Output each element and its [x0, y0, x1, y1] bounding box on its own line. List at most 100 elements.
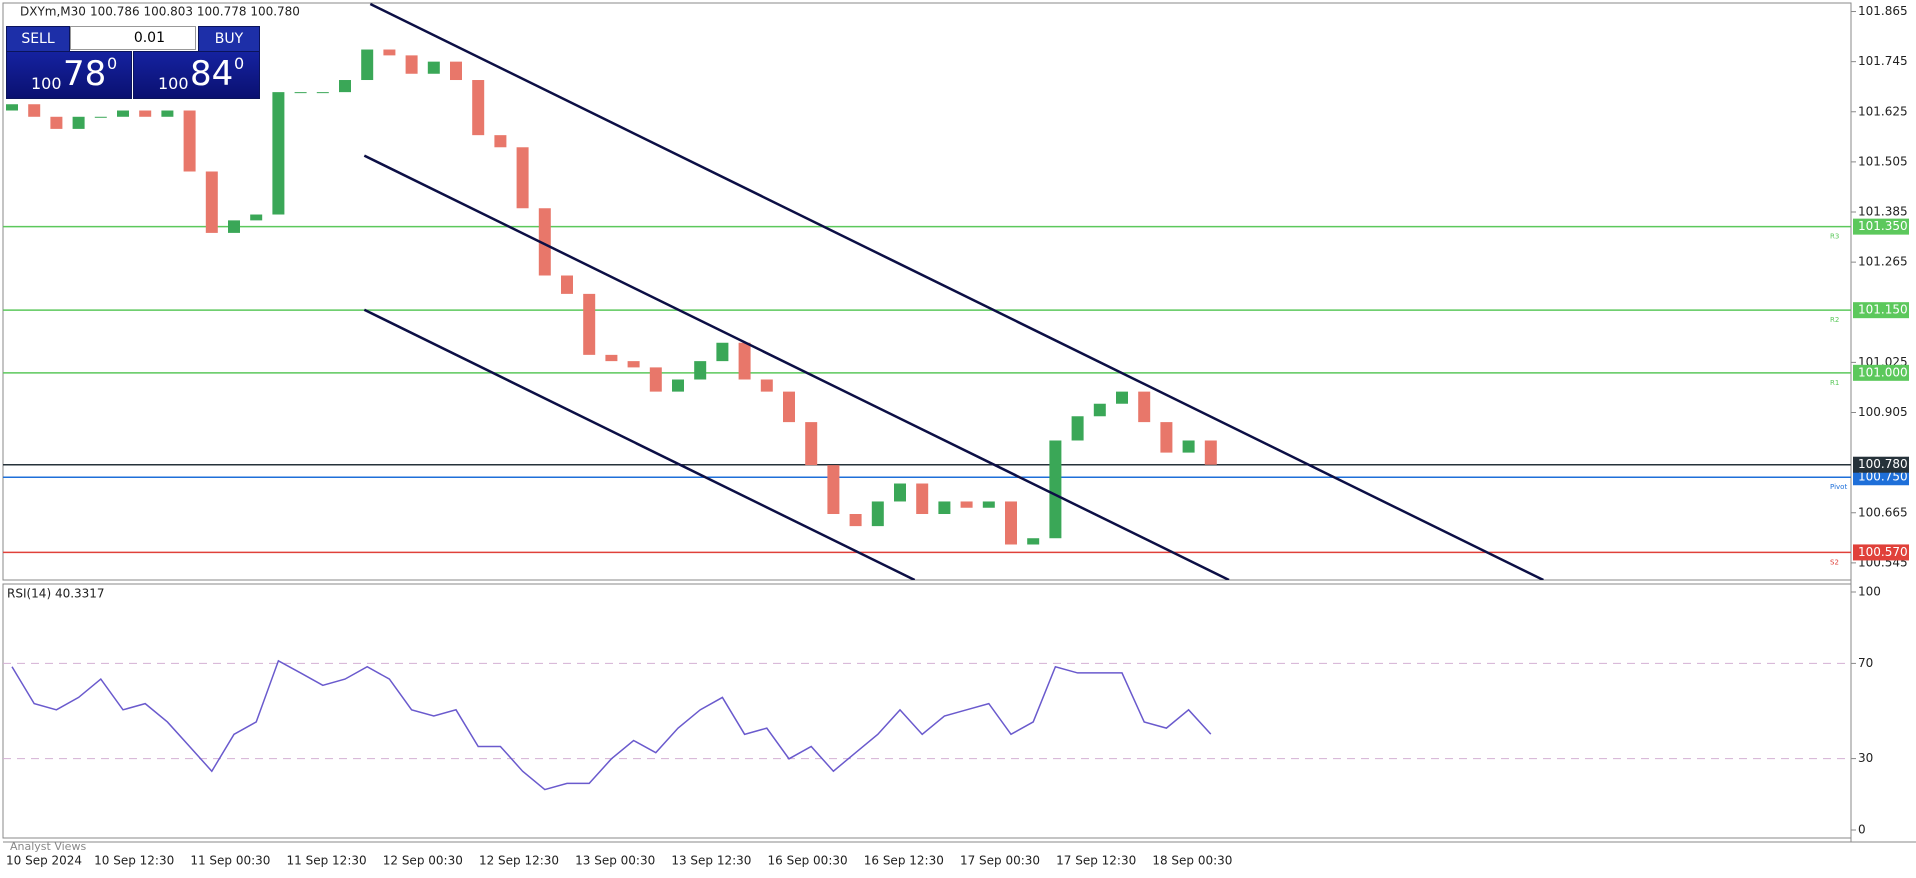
candle: [760, 379, 773, 392]
sell-button[interactable]: SELL: [6, 26, 70, 52]
candle: [1071, 416, 1084, 441]
level-tag: 101.000: [1858, 365, 1908, 379]
candle: [1027, 538, 1040, 545]
level-name: S2: [1830, 558, 1839, 566]
rsi-tick-label: 70: [1858, 656, 1873, 670]
candle: [982, 501, 995, 508]
ohlc: 100.786 100.803 100.778 100.780: [90, 5, 300, 19]
level-tag: 101.150: [1858, 303, 1908, 317]
candle: [405, 55, 418, 74]
level-name: R2: [1830, 316, 1839, 324]
x-tick-label: 17 Sep 12:30: [1056, 854, 1136, 868]
candle: [1049, 440, 1062, 539]
candle: [139, 110, 152, 117]
candle: [738, 342, 751, 380]
y-tick-label: 101.265: [1858, 255, 1908, 269]
price-big: 100: [31, 74, 62, 93]
candle: [849, 514, 862, 527]
candle: [871, 501, 884, 527]
y-tick-label: 100.905: [1858, 405, 1908, 419]
candle: [94, 116, 107, 118]
rsi-frame: [2, 583, 1852, 839]
candle: [938, 501, 951, 515]
channel-line: [369, 3, 1544, 580]
candle: [716, 342, 729, 362]
candle: [494, 135, 507, 148]
level-tag-box: [1853, 544, 1909, 561]
candle: [272, 92, 285, 215]
level-tag-box: [1853, 364, 1909, 381]
y-tick-label: 101.385: [1858, 205, 1908, 219]
rsi-tick-label: 0: [1858, 823, 1866, 837]
candle: [1182, 440, 1195, 453]
y-tick-label: 100.665: [1858, 505, 1908, 519]
candle: [427, 61, 440, 74]
candle: [1138, 391, 1151, 423]
candle: [339, 80, 351, 93]
candle: [294, 92, 307, 94]
y-tick-label: 101.745: [1858, 54, 1908, 68]
candle: [161, 110, 174, 117]
level-tag: 100.570: [1858, 545, 1908, 559]
buy-button[interactable]: BUY: [198, 26, 260, 52]
level-tag: 100.780: [1858, 457, 1908, 471]
candle: [72, 116, 85, 129]
x-tick-label: 16 Sep 12:30: [864, 854, 944, 868]
candle: [672, 379, 684, 392]
candle: [538, 208, 551, 276]
candle: [561, 275, 573, 294]
candle: [827, 465, 840, 515]
channel-line: [363, 154, 1230, 580]
candle: [627, 361, 640, 368]
candle: [383, 49, 396, 56]
candle: [28, 104, 41, 117]
level-tag-box: [1853, 218, 1909, 235]
candle: [583, 293, 596, 355]
x-tick-label: 10 Sep 12:30: [94, 854, 174, 868]
x-tick-label: 12 Sep 00:30: [383, 854, 463, 868]
x-tick-label: 18 Sep 00:30: [1152, 854, 1232, 868]
candle: [1204, 440, 1217, 465]
price-small: 0: [107, 54, 118, 73]
y-tick-label: 101.505: [1858, 154, 1908, 168]
price-main: 78: [63, 54, 107, 94]
candle: [960, 501, 973, 508]
candle: [183, 110, 196, 172]
x-tick-label: 13 Sep 00:30: [575, 854, 655, 868]
candle: [916, 483, 929, 515]
candle: [1160, 422, 1173, 453]
candle: [1093, 403, 1106, 417]
candle: [894, 483, 906, 502]
candle: [605, 354, 618, 362]
candle: [450, 61, 462, 81]
candle: [516, 147, 529, 209]
candle: [50, 116, 63, 129]
candle: [6, 104, 18, 111]
rsi-tick-label: 100: [1858, 585, 1881, 599]
rsi-line: [11, 659, 1212, 791]
sell-price[interactable]: 100 78 0: [6, 51, 132, 99]
x-tick-label: 12 Sep 12:30: [479, 854, 559, 868]
buy-price[interactable]: 100 84 0: [133, 51, 260, 99]
candle: [805, 422, 818, 466]
level-tag-box: [1853, 456, 1909, 473]
level-name: R1: [1830, 379, 1839, 387]
candle: [361, 49, 374, 81]
candle: [228, 220, 240, 233]
x-tick-label: 16 Sep 00:30: [768, 854, 848, 868]
candle: [1005, 501, 1017, 545]
symbol: DXYm,M30: [20, 5, 86, 19]
y-tick-label: 101.865: [1858, 4, 1908, 18]
candle: [1116, 391, 1128, 404]
price-big: 100: [158, 74, 189, 93]
lot-input[interactable]: 0.01: [70, 26, 196, 50]
channel-line: [363, 308, 916, 580]
y-tick-label: 101.625: [1858, 104, 1908, 118]
level-tag: 100.750: [1858, 470, 1908, 484]
x-tick-label: 10 Sep 2024: [6, 854, 82, 868]
level-tag-box: [1853, 302, 1909, 319]
rsi-tick-label: 30: [1858, 751, 1873, 765]
candle: [250, 214, 263, 221]
candle: [649, 367, 662, 392]
